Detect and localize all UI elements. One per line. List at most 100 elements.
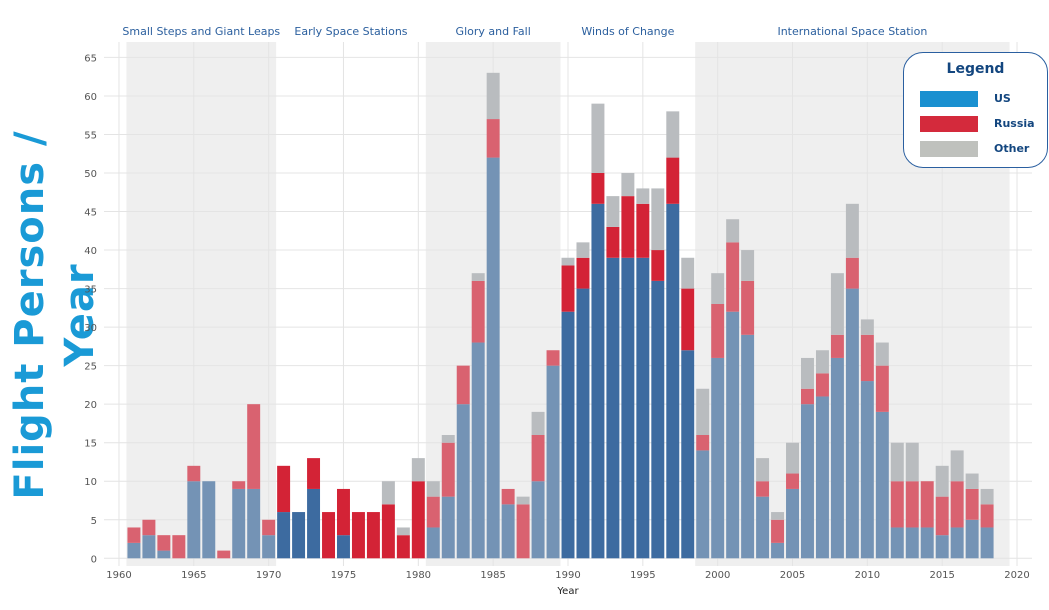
bar-russia-1968[interactable]	[232, 481, 246, 489]
bar-russia-1980[interactable]	[411, 481, 425, 559]
bar-russia-1962[interactable]	[142, 519, 156, 536]
bar-russia-2012[interactable]	[890, 481, 904, 528]
bar-russia-1981[interactable]	[426, 496, 440, 528]
bar-us-1997[interactable]	[666, 203, 680, 559]
bar-russia-1973[interactable]	[307, 458, 321, 489]
bar-other-1991[interactable]	[576, 242, 590, 258]
bar-us-1968[interactable]	[232, 488, 246, 559]
bar-russia-2011[interactable]	[875, 365, 889, 412]
bar-us-1999[interactable]	[696, 450, 710, 559]
bar-us-1962[interactable]	[142, 535, 156, 559]
bar-us-1969[interactable]	[247, 488, 261, 559]
bar-us-1996[interactable]	[651, 280, 665, 559]
bar-russia-1964[interactable]	[172, 535, 186, 559]
bar-russia-1975[interactable]	[337, 488, 350, 536]
bar-us-2017[interactable]	[965, 519, 979, 559]
bar-russia-1965[interactable]	[187, 465, 201, 482]
bar-other-1990[interactable]	[561, 257, 575, 266]
bar-russia-2001[interactable]	[726, 242, 740, 312]
bar-other-2016[interactable]	[950, 450, 964, 482]
bar-russia-2002[interactable]	[741, 280, 755, 335]
bar-russia-1963[interactable]	[157, 535, 171, 551]
bar-russia-1982[interactable]	[441, 442, 455, 497]
bar-other-1981[interactable]	[426, 481, 440, 497]
bar-us-1965[interactable]	[187, 481, 201, 559]
bar-us-1975[interactable]	[337, 535, 350, 559]
bar-us-2014[interactable]	[920, 527, 934, 559]
bar-other-1978[interactable]	[381, 481, 395, 505]
bar-us-1981[interactable]	[426, 527, 440, 559]
bar-russia-1967[interactable]	[217, 550, 231, 559]
bar-russia-2018[interactable]	[980, 504, 994, 528]
bar-russia-1988[interactable]	[531, 435, 545, 482]
bar-us-1963[interactable]	[157, 550, 171, 559]
bar-us-1992[interactable]	[591, 203, 605, 559]
bar-russia-1974[interactable]	[322, 512, 335, 559]
bar-russia-1984[interactable]	[471, 280, 485, 343]
bar-russia-1978[interactable]	[381, 504, 395, 559]
bar-us-1972[interactable]	[292, 512, 306, 559]
bar-other-1985[interactable]	[486, 72, 500, 120]
bar-other-2013[interactable]	[905, 442, 919, 482]
bar-russia-1998[interactable]	[681, 288, 695, 351]
bar-us-1991[interactable]	[576, 288, 590, 559]
bar-other-1987[interactable]	[516, 496, 530, 505]
bar-us-1993[interactable]	[606, 257, 620, 559]
bar-us-2016[interactable]	[950, 527, 964, 559]
bar-other-2007[interactable]	[815, 350, 829, 374]
bar-russia-1969[interactable]	[247, 404, 261, 489]
bar-other-2011[interactable]	[875, 342, 889, 366]
bar-us-2015[interactable]	[935, 535, 949, 559]
bar-us-2004[interactable]	[771, 542, 785, 559]
bar-russia-2010[interactable]	[860, 334, 874, 382]
bar-other-1994[interactable]	[621, 173, 635, 197]
bar-us-1970[interactable]	[262, 535, 276, 559]
bar-other-1995[interactable]	[636, 188, 650, 204]
bar-other-2008[interactable]	[830, 273, 844, 335]
bar-us-2005[interactable]	[786, 488, 799, 559]
bar-other-1980[interactable]	[411, 458, 425, 482]
bar-us-2003[interactable]	[756, 496, 770, 559]
bar-russia-1997[interactable]	[666, 157, 680, 204]
bar-us-1982[interactable]	[441, 496, 455, 559]
bar-us-1966[interactable]	[202, 481, 216, 559]
bar-russia-1977[interactable]	[366, 512, 380, 559]
bar-other-2006[interactable]	[801, 357, 814, 389]
bar-russia-2005[interactable]	[786, 473, 799, 489]
bar-russia-2007[interactable]	[815, 373, 829, 397]
bar-russia-1986[interactable]	[501, 488, 515, 505]
bar-us-1961[interactable]	[127, 542, 141, 559]
bar-russia-2014[interactable]	[920, 481, 934, 528]
bar-russia-1979[interactable]	[396, 535, 410, 559]
bar-us-1973[interactable]	[307, 488, 321, 559]
bar-us-2000[interactable]	[711, 357, 725, 559]
bar-russia-1999[interactable]	[696, 435, 710, 451]
bar-other-2010[interactable]	[860, 319, 874, 335]
bar-us-1994[interactable]	[621, 257, 635, 559]
bar-us-2010[interactable]	[860, 381, 874, 559]
bar-other-1993[interactable]	[606, 196, 620, 227]
bar-other-1982[interactable]	[441, 435, 455, 443]
bar-russia-2006[interactable]	[801, 388, 814, 405]
bar-russia-1983[interactable]	[456, 365, 470, 405]
bar-us-2002[interactable]	[741, 334, 755, 559]
bar-russia-1989[interactable]	[546, 350, 560, 366]
bar-russia-1996[interactable]	[651, 250, 665, 281]
bar-other-1996[interactable]	[651, 188, 665, 251]
bar-russia-1987[interactable]	[516, 504, 530, 559]
bar-other-2004[interactable]	[771, 512, 785, 520]
bar-russia-1995[interactable]	[636, 203, 650, 258]
bar-russia-1994[interactable]	[621, 196, 635, 258]
bar-other-1988[interactable]	[531, 411, 545, 435]
bar-other-1997[interactable]	[666, 111, 680, 158]
bar-russia-2003[interactable]	[756, 481, 770, 497]
bar-other-2002[interactable]	[741, 250, 755, 281]
bar-other-1979[interactable]	[396, 527, 410, 536]
bar-russia-2016[interactable]	[950, 481, 964, 528]
bar-us-2012[interactable]	[890, 527, 904, 559]
bar-us-1983[interactable]	[456, 404, 470, 559]
bar-russia-2004[interactable]	[771, 519, 785, 543]
bar-russia-2015[interactable]	[935, 496, 949, 536]
bar-russia-2017[interactable]	[965, 488, 979, 520]
bar-russia-1990[interactable]	[561, 265, 575, 312]
